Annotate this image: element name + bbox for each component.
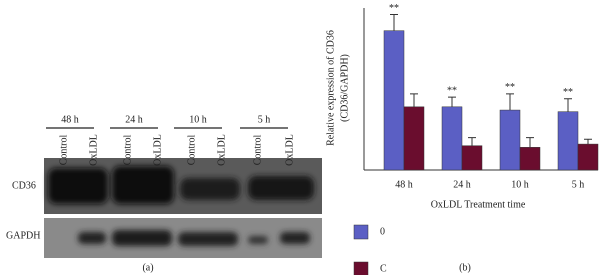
bar xyxy=(441,106,463,171)
bar xyxy=(499,109,521,171)
x-tick-label: 5 h xyxy=(572,179,585,190)
x-axis-title: OxLDL Treatment time xyxy=(431,199,526,210)
group-label: 24 h xyxy=(125,114,143,125)
lane-label: OxLDL xyxy=(284,134,295,166)
row-label: CD36 xyxy=(12,180,36,191)
legend-label: C xyxy=(380,263,387,274)
bar xyxy=(403,106,425,171)
error-bar xyxy=(468,137,476,146)
error-bar xyxy=(564,98,572,112)
y-axis-title: Relative expression of CD36 xyxy=(325,30,336,146)
blot-image xyxy=(44,158,322,258)
group-label: 48 h xyxy=(61,114,79,125)
bar xyxy=(461,145,483,171)
bar xyxy=(383,30,405,171)
error-bar xyxy=(448,96,456,107)
panel-label: (b) xyxy=(459,262,471,273)
group-label: 5 h xyxy=(258,114,271,125)
lane-label: Control xyxy=(252,135,263,166)
lane-label: OxLDL xyxy=(88,134,99,166)
error-bar xyxy=(506,93,514,111)
error-bar xyxy=(526,137,534,148)
error-bar xyxy=(584,138,592,145)
lane-label: Control xyxy=(186,135,197,166)
legend-swatch xyxy=(353,224,369,240)
bar xyxy=(577,143,599,171)
x-tick-label: 48 h xyxy=(395,179,413,190)
panel-label: (a) xyxy=(142,262,153,273)
annotation: ** xyxy=(505,82,515,93)
legend-label: 0 xyxy=(380,226,385,237)
annotation: ** xyxy=(389,3,399,14)
annotation: ** xyxy=(447,85,457,96)
lane-label: OxLDL xyxy=(216,134,227,166)
row-label: GAPDH xyxy=(6,230,40,241)
x-tick-label: 10 h xyxy=(511,179,529,190)
bar xyxy=(557,111,579,171)
x-tick-label: 24 h xyxy=(453,179,471,190)
lane-label: OxLDL xyxy=(152,134,163,166)
group-label: 10 h xyxy=(189,114,207,125)
error-bar xyxy=(410,93,418,107)
y-axis-title: (CD36/GAPDH) xyxy=(339,54,350,122)
annotation: ** xyxy=(563,87,573,98)
error-bar xyxy=(390,13,398,31)
legend-swatch xyxy=(353,261,369,277)
lane-label: Control xyxy=(122,135,133,166)
lane-label: Control xyxy=(58,135,69,166)
bar xyxy=(519,147,541,171)
